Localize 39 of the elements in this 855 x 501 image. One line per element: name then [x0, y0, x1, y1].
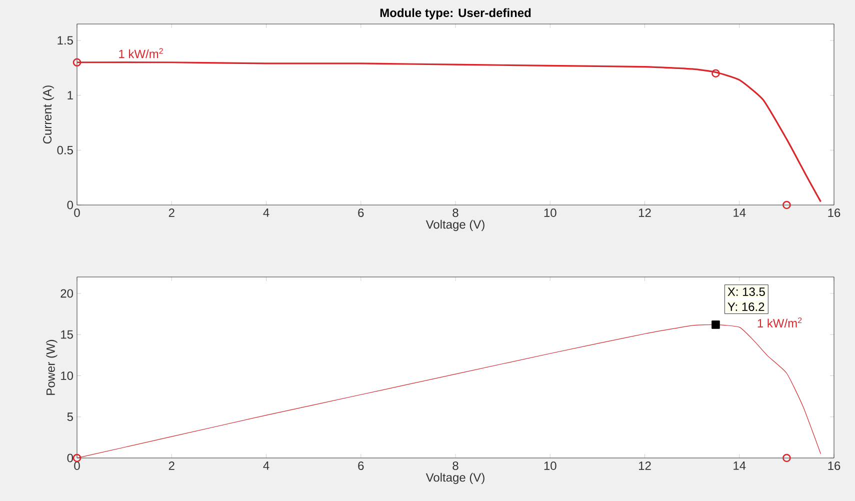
x-tick-label: 12	[638, 208, 651, 217]
point	[72, 58, 82, 67]
y-tick-label: 5	[67, 412, 73, 422]
y-tick-label: 15	[61, 330, 73, 339]
x-tick-label: 0	[74, 462, 80, 470]
x-tick-label: 10	[544, 462, 556, 470]
y-tick-label: 0.5	[57, 146, 73, 154]
chart-title: Module type: User-defined	[380, 8, 531, 20]
x-tick-label: 2	[168, 462, 174, 470]
series-label: 1 kW/m$^{2}$	[119, 48, 163, 58]
y-tick-label: 0	[67, 200, 74, 210]
x-axis-title: Voltage (V)	[426, 472, 484, 484]
x-tick-label: 16	[828, 462, 840, 470]
x-tick-label: 4	[263, 208, 270, 217]
y-axis-title: Power (W)	[46, 340, 58, 395]
x-tick-label: 12	[638, 462, 651, 470]
y-tick-label: 1	[68, 91, 73, 100]
x-tick-label: 6	[358, 462, 364, 470]
point	[782, 200, 791, 210]
x-tick-label: 8	[452, 208, 458, 218]
y-axis-title: Current (A)	[42, 86, 54, 144]
x-tick-label: 4	[263, 462, 270, 470]
y-tick-label: 1.5	[58, 36, 73, 45]
x-tick-label: 14	[734, 462, 746, 470]
x-axis-title: Voltage (V)	[426, 220, 484, 232]
annotation: Y: 16.2	[728, 302, 764, 311]
point	[712, 69, 720, 78]
x-tick-label: 0	[74, 208, 80, 218]
annotation: X: 13.5	[728, 288, 765, 296]
y-tick-label: 0	[67, 454, 74, 462]
y-tick-label: 10	[61, 371, 74, 380]
series-label: 1 kW/m$^{2}$	[758, 317, 802, 328]
x-tick-label: 10	[544, 208, 556, 218]
x-tick-label: 2	[168, 208, 174, 217]
x-tick-label: 6	[358, 208, 364, 218]
x-tick-label: 14	[734, 208, 746, 217]
x-tick-label: 8	[452, 462, 458, 470]
x-tick-label: 16	[828, 208, 840, 218]
y-tick-label: 20	[60, 289, 74, 298]
